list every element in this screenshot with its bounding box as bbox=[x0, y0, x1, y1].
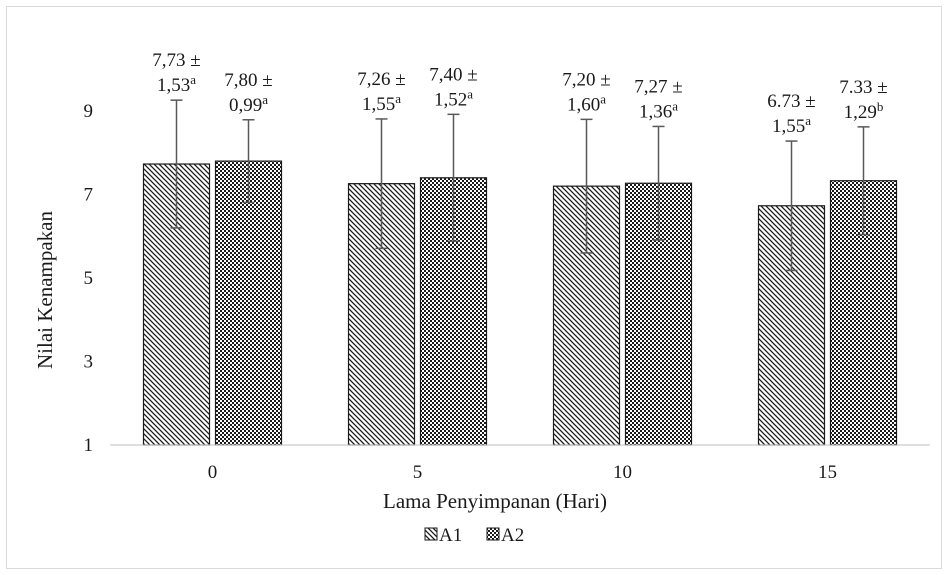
legend-label: A1 bbox=[439, 525, 462, 546]
y-tick-label: 1 bbox=[84, 435, 94, 456]
svg-text:7,40 ±: 7,40 ± bbox=[429, 64, 477, 85]
x-axis: 0 5 10 15 bbox=[208, 462, 837, 483]
y-tick-label: 3 bbox=[84, 352, 94, 373]
bars-layer bbox=[142, 160, 898, 446]
data-label: 6.73 ±1,55a bbox=[767, 91, 815, 137]
legend-swatch bbox=[424, 527, 438, 541]
error-bar bbox=[375, 118, 388, 250]
svg-text:1,55a: 1,55a bbox=[772, 113, 811, 137]
legend-swatch bbox=[486, 527, 500, 541]
svg-text:1,60a: 1,60a bbox=[567, 91, 606, 115]
svg-text:1,36a: 1,36a bbox=[639, 98, 678, 122]
svg-text:1,52a: 1,52a bbox=[434, 86, 473, 110]
svg-text:7,80 ±: 7,80 ± bbox=[224, 70, 272, 91]
svg-text:1,53a: 1,53a bbox=[157, 72, 196, 96]
svg-text:7,20 ±: 7,20 ± bbox=[562, 69, 610, 90]
legend-label: A2 bbox=[501, 525, 524, 546]
svg-text:1,55a: 1,55a bbox=[362, 91, 401, 115]
data-label: 7,27 ±1,36a bbox=[634, 76, 682, 122]
svg-text:7,27 ±: 7,27 ± bbox=[634, 76, 682, 97]
x-tick-label: 0 bbox=[208, 462, 218, 483]
svg-text:7.33 ±: 7.33 ± bbox=[839, 77, 887, 98]
error-bar bbox=[785, 140, 798, 272]
svg-text:6.73 ±: 6.73 ± bbox=[767, 91, 815, 112]
data-label: 7.33 ±1,29b bbox=[839, 77, 887, 123]
legend: A1 A2 bbox=[424, 525, 524, 546]
data-label: 7,40 ±1,52a bbox=[429, 64, 477, 110]
bar-a2 bbox=[214, 160, 283, 446]
error-bars-layer bbox=[170, 99, 870, 272]
svg-text:7,73 ±: 7,73 ± bbox=[152, 50, 200, 71]
error-bar bbox=[170, 99, 183, 229]
y-tick-label: 7 bbox=[84, 185, 94, 206]
svg-text:1,29b: 1,29b bbox=[844, 99, 884, 123]
x-tick-label: 5 bbox=[413, 462, 423, 483]
error-bar bbox=[580, 118, 593, 254]
error-bar bbox=[242, 119, 255, 204]
error-bar bbox=[652, 125, 665, 241]
data-label: 7,20 ±1,60a bbox=[562, 69, 610, 115]
x-tick-label: 10 bbox=[613, 462, 632, 483]
data-label: 7,73 ±1,53a bbox=[152, 50, 200, 96]
data-label: 7,80 ±0,99a bbox=[224, 70, 272, 116]
y-tick-label: 5 bbox=[84, 268, 94, 289]
error-bar bbox=[447, 113, 460, 243]
x-tick-label: 15 bbox=[818, 462, 837, 483]
svg-text:0,99a: 0,99a bbox=[229, 92, 268, 116]
y-axis: 1 3 5 7 9 bbox=[84, 101, 94, 456]
legend-item-a1: A1 bbox=[424, 525, 462, 546]
legend-item-a2: A2 bbox=[486, 525, 524, 546]
svg-text:7,26 ±: 7,26 ± bbox=[357, 69, 405, 90]
data-label: 7,26 ±1,55a bbox=[357, 69, 405, 115]
y-axis-title: Nilai Kenampakan bbox=[33, 210, 57, 369]
y-tick-label: 9 bbox=[84, 101, 94, 122]
x-axis-title: Lama Penyimpanan (Hari) bbox=[383, 489, 607, 513]
error-bar bbox=[857, 126, 870, 236]
